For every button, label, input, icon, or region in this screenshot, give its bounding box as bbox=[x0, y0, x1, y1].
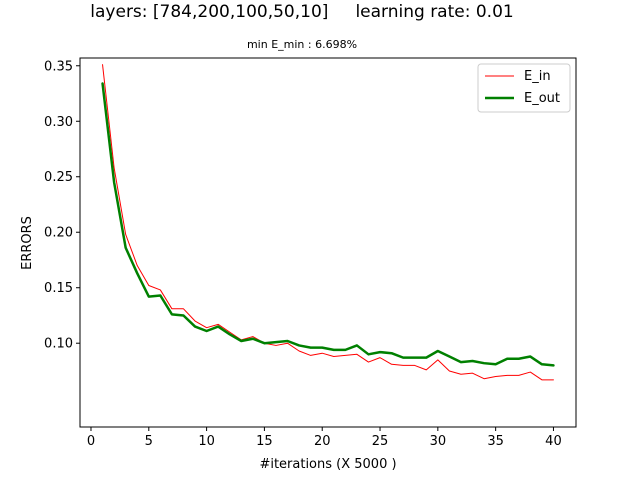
x-tick-label: 20 bbox=[314, 434, 331, 449]
axes-frame bbox=[79, 57, 577, 428]
y-tick-label: 0.10 bbox=[44, 337, 73, 352]
y-axis-label: ERRORS bbox=[20, 216, 35, 270]
x-tick-label: 40 bbox=[545, 434, 562, 449]
y-tick-label: 0.30 bbox=[44, 115, 73, 130]
legend-label-e-out: E_out bbox=[524, 91, 560, 106]
y-tick-label: 0.25 bbox=[44, 170, 73, 185]
x-tick-label: 35 bbox=[487, 434, 504, 449]
y-axis-ticks: 0.10 0.15 0.20 0.25 0.30 0.35 bbox=[44, 59, 80, 352]
y-tick-label: 0.35 bbox=[44, 59, 73, 74]
series-layer bbox=[101, 64, 555, 381]
x-axis-label: #iterations (X 5000 ) bbox=[259, 457, 396, 472]
legend: E_in E_out bbox=[477, 63, 571, 113]
chart-title: layers: [784,200,100,50,10] learning rat… bbox=[0, 2, 604, 22]
series-line-e-in bbox=[102, 64, 554, 381]
title-learning-rate: learning rate: 0.01 bbox=[355, 2, 514, 22]
chart-subtitle: min E_min : 6.698% bbox=[246, 38, 358, 51]
x-tick-label: 0 bbox=[87, 434, 95, 449]
y-tick-label: 0.15 bbox=[44, 281, 73, 296]
y-tick-label: 0.20 bbox=[44, 226, 73, 241]
x-tick-label: 10 bbox=[198, 434, 215, 449]
title-layers: layers: [784,200,100,50,10] bbox=[90, 2, 329, 22]
x-tick-label: 15 bbox=[256, 434, 273, 449]
legend-label-e-in: E_in bbox=[524, 69, 551, 84]
x-tick-label: 5 bbox=[145, 434, 153, 449]
series-line-e-out bbox=[101, 82, 555, 367]
x-tick-label: 25 bbox=[372, 434, 389, 449]
x-axis-ticks: 0 5 10 15 20 25 30 35 40 bbox=[87, 427, 562, 449]
x-tick-label: 30 bbox=[430, 434, 447, 449]
